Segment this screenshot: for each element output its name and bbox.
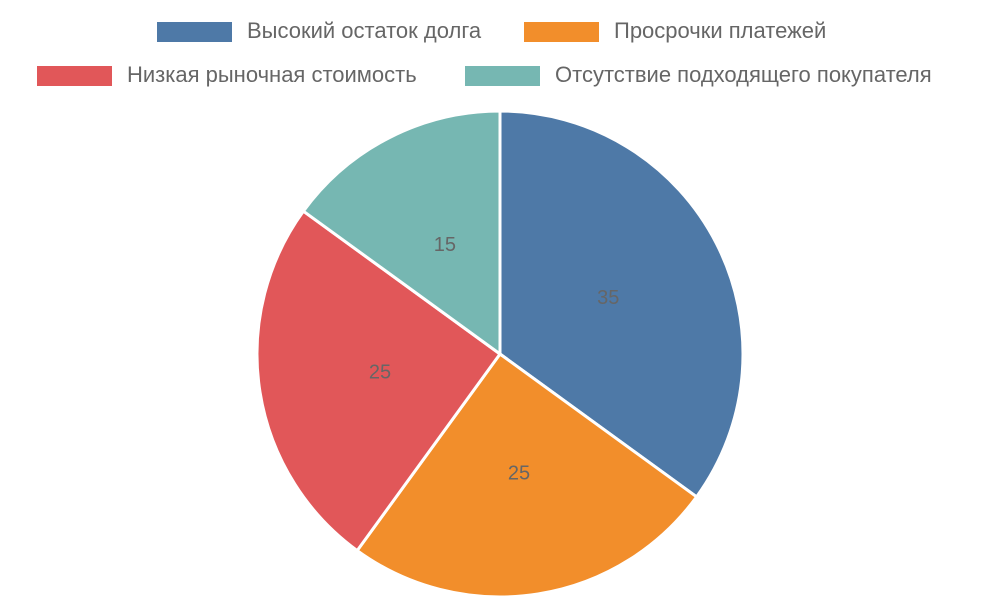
pie-slice: [355, 351, 699, 599]
pie-slice: [498, 109, 745, 499]
legend-swatch: [524, 22, 599, 42]
pie-slice: [255, 209, 503, 553]
pie-slice: [301, 109, 502, 357]
legend-swatch: [157, 22, 232, 42]
legend-label: Отсутствие подходящего покупателя: [555, 62, 932, 87]
slice-label: 25: [369, 361, 391, 383]
legend-label: Низкая рыночная стоимость: [127, 62, 417, 87]
slice-label: 15: [434, 234, 456, 256]
legend-swatch: [37, 66, 112, 86]
slice-label: 35: [597, 287, 619, 309]
legend-label: Высокий остаток долга: [247, 18, 482, 43]
legend-label: Просрочки платежей: [614, 18, 826, 43]
legend-swatch: [465, 66, 540, 86]
slice-label: 25: [508, 462, 530, 484]
